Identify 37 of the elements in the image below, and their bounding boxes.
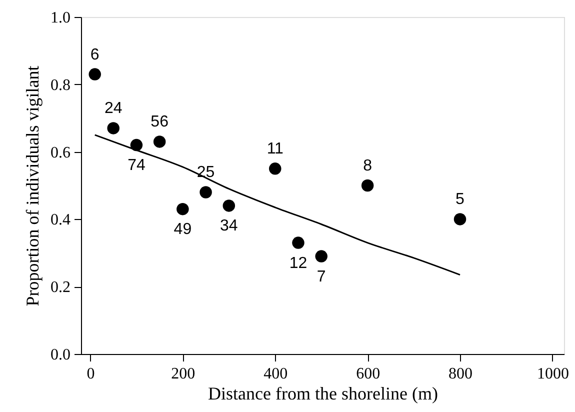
point	[176, 202, 189, 216]
y-tick-label: 1.0	[50, 10, 70, 26]
annotation: 12	[289, 254, 308, 272]
annotation: 56	[150, 114, 169, 131]
annotation: 5	[456, 191, 465, 208]
annotation: 6	[90, 46, 100, 64]
y-tick-label: 0.8	[50, 76, 70, 94]
x-tick-label: 600	[356, 366, 380, 382]
annotation: 24	[104, 100, 122, 118]
annotation: 11	[266, 140, 284, 158]
y-tick-label: 0.0	[50, 346, 70, 364]
point	[88, 68, 101, 80]
annotation: 8	[363, 158, 372, 174]
x-axis-title: Distance from the shoreline (m)	[208, 384, 438, 404]
point	[315, 250, 328, 262]
point	[269, 162, 282, 175]
y-tick-label: 0.6	[50, 144, 70, 162]
x-tick-label: 400	[264, 366, 288, 382]
y-tick-label: 0.4	[50, 212, 70, 229]
annotation: 7	[316, 268, 326, 286]
annotation: 34	[220, 218, 238, 235]
x-tick-label: 200	[171, 366, 196, 382]
y-axis-title: Proportion of individuals vigilant	[22, 66, 42, 306]
point	[292, 236, 304, 249]
point	[222, 200, 236, 212]
y-tick-label: 0.2	[50, 279, 70, 296]
point	[200, 186, 212, 198]
annotation: 74	[128, 157, 146, 174]
point	[130, 138, 143, 152]
point	[107, 122, 120, 134]
x-tick-label: 800	[448, 366, 473, 382]
x-tick-label: 0	[86, 366, 95, 382]
x-tick-label: 1000	[536, 366, 569, 382]
annotation: 49	[174, 221, 192, 238]
point	[153, 136, 166, 148]
point	[361, 179, 374, 192]
point	[454, 213, 466, 226]
